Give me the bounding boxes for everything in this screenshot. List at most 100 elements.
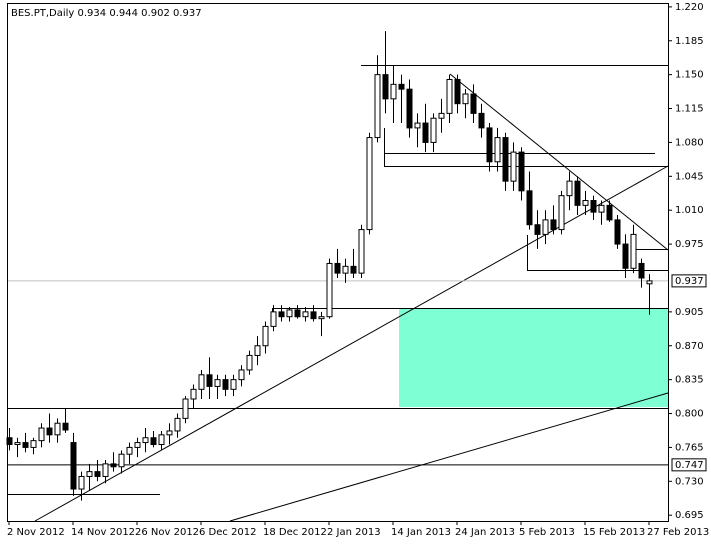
candle-body	[278, 311, 285, 318]
candle-body	[166, 430, 173, 436]
candle-body	[198, 374, 205, 390]
candle-body	[534, 224, 541, 235]
candle-body	[518, 151, 525, 192]
x-tick-label: 26 Nov 2012	[135, 527, 199, 538]
candle-body	[438, 112, 445, 119]
x-tick-label: 6 Dec 2012	[199, 527, 257, 538]
x-tick-label: 14 Nov 2012	[71, 527, 135, 538]
candle-body	[526, 190, 533, 226]
candle-body	[222, 379, 229, 390]
candle-body	[86, 471, 93, 477]
candle-body	[598, 204, 605, 213]
candle-body	[590, 200, 597, 213]
candle-body	[390, 83, 397, 100]
candle-body	[118, 453, 125, 468]
candle-body	[110, 463, 117, 468]
candle-body	[430, 117, 437, 143]
candle-body	[38, 427, 45, 442]
ohlc-low: 0.902	[141, 8, 170, 19]
candle-body	[342, 265, 349, 274]
y-tick-label: 0.835	[675, 375, 704, 386]
candle-body	[262, 325, 269, 347]
candle-body	[494, 137, 501, 163]
candle-body	[614, 219, 621, 245]
chart-title: BES.PT,Daily 0.934 0.944 0.902 0.937	[11, 8, 202, 19]
candle-body	[206, 374, 213, 387]
ohlc-high: 0.944	[109, 8, 138, 19]
candle-body	[238, 369, 245, 381]
y-tick-label: 1.115	[675, 104, 704, 115]
candle-body	[158, 434, 165, 446]
x-tick-label: 18 Dec 2012	[263, 527, 327, 538]
candle-body	[374, 74, 381, 139]
candle-body	[382, 74, 389, 100]
candle-body	[230, 379, 237, 390]
x-tick-label: 2 Jan 2013	[327, 527, 381, 538]
candle-body	[94, 471, 101, 477]
candle-body	[510, 151, 517, 182]
candle-body	[582, 200, 589, 206]
candle-body	[638, 262, 645, 279]
candle-body	[486, 127, 493, 163]
y-tick-label: 0.800	[675, 409, 704, 420]
candle-body	[302, 311, 309, 318]
candle-body	[366, 137, 373, 231]
candle-body	[550, 219, 557, 231]
candle-body	[462, 93, 469, 105]
plot	[6, 31, 668, 501]
y-tick-label: 0.870	[675, 341, 704, 352]
candle-body	[126, 446, 133, 455]
y-tick-label: 0.695	[675, 510, 704, 521]
candle-body	[350, 265, 357, 274]
candle-body	[566, 180, 573, 197]
price-label: 0.747	[675, 460, 704, 471]
candle-body	[502, 137, 509, 182]
zone	[399, 308, 668, 407]
candle-body	[78, 475, 85, 490]
candle-body	[254, 345, 261, 356]
ohlc-open: 0.934	[78, 8, 107, 19]
candle-body	[318, 316, 325, 320]
x-tick-label: 2 Nov 2012	[7, 527, 65, 538]
candle-body	[62, 422, 69, 431]
candle-body	[174, 417, 181, 432]
candle-body	[102, 463, 109, 477]
y-tick-label: 1.220	[675, 2, 704, 13]
candle-body	[422, 122, 429, 143]
candle-body	[46, 427, 53, 436]
candle-body	[214, 379, 221, 387]
candle-body	[54, 422, 61, 436]
y-tick-label: 0.975	[675, 239, 704, 250]
price-label: 0.937	[675, 276, 704, 287]
candle-body	[70, 442, 77, 490]
x-tick-label: 27 Feb 2013	[647, 527, 709, 538]
candle-body	[558, 195, 565, 231]
candle-body	[22, 442, 29, 448]
candle-body	[30, 440, 37, 448]
drawn-objects	[7, 65, 669, 522]
candle-body	[246, 354, 253, 371]
y-tick-label: 0.905	[675, 307, 704, 318]
price-label-box	[671, 458, 707, 472]
candle-body	[542, 219, 549, 235]
candle-body	[270, 311, 277, 327]
y-tick-label: 1.080	[675, 137, 704, 148]
candle-body	[286, 309, 293, 318]
trend-line	[449, 73, 669, 251]
y-tick-label: 1.045	[675, 171, 704, 182]
candle-body	[142, 437, 149, 444]
y-tick-label: 0.765	[675, 442, 704, 453]
x-tick-label: 5 Feb 2013	[519, 527, 575, 538]
candle-body	[646, 280, 653, 285]
candle-body	[622, 243, 629, 269]
x-tick-label: 15 Feb 2013	[583, 527, 645, 538]
candle-body	[406, 88, 413, 129]
candle-body	[150, 437, 157, 446]
x-tick-label: 14 Jan 2013	[391, 527, 451, 538]
candle-body	[358, 229, 365, 274]
y-tick-label: 1.010	[675, 205, 704, 216]
candle-body	[574, 180, 581, 206]
plot-frame	[7, 3, 669, 522]
candle-body	[14, 442, 21, 446]
x-tick-label: 24 Jan 2013	[455, 527, 515, 538]
